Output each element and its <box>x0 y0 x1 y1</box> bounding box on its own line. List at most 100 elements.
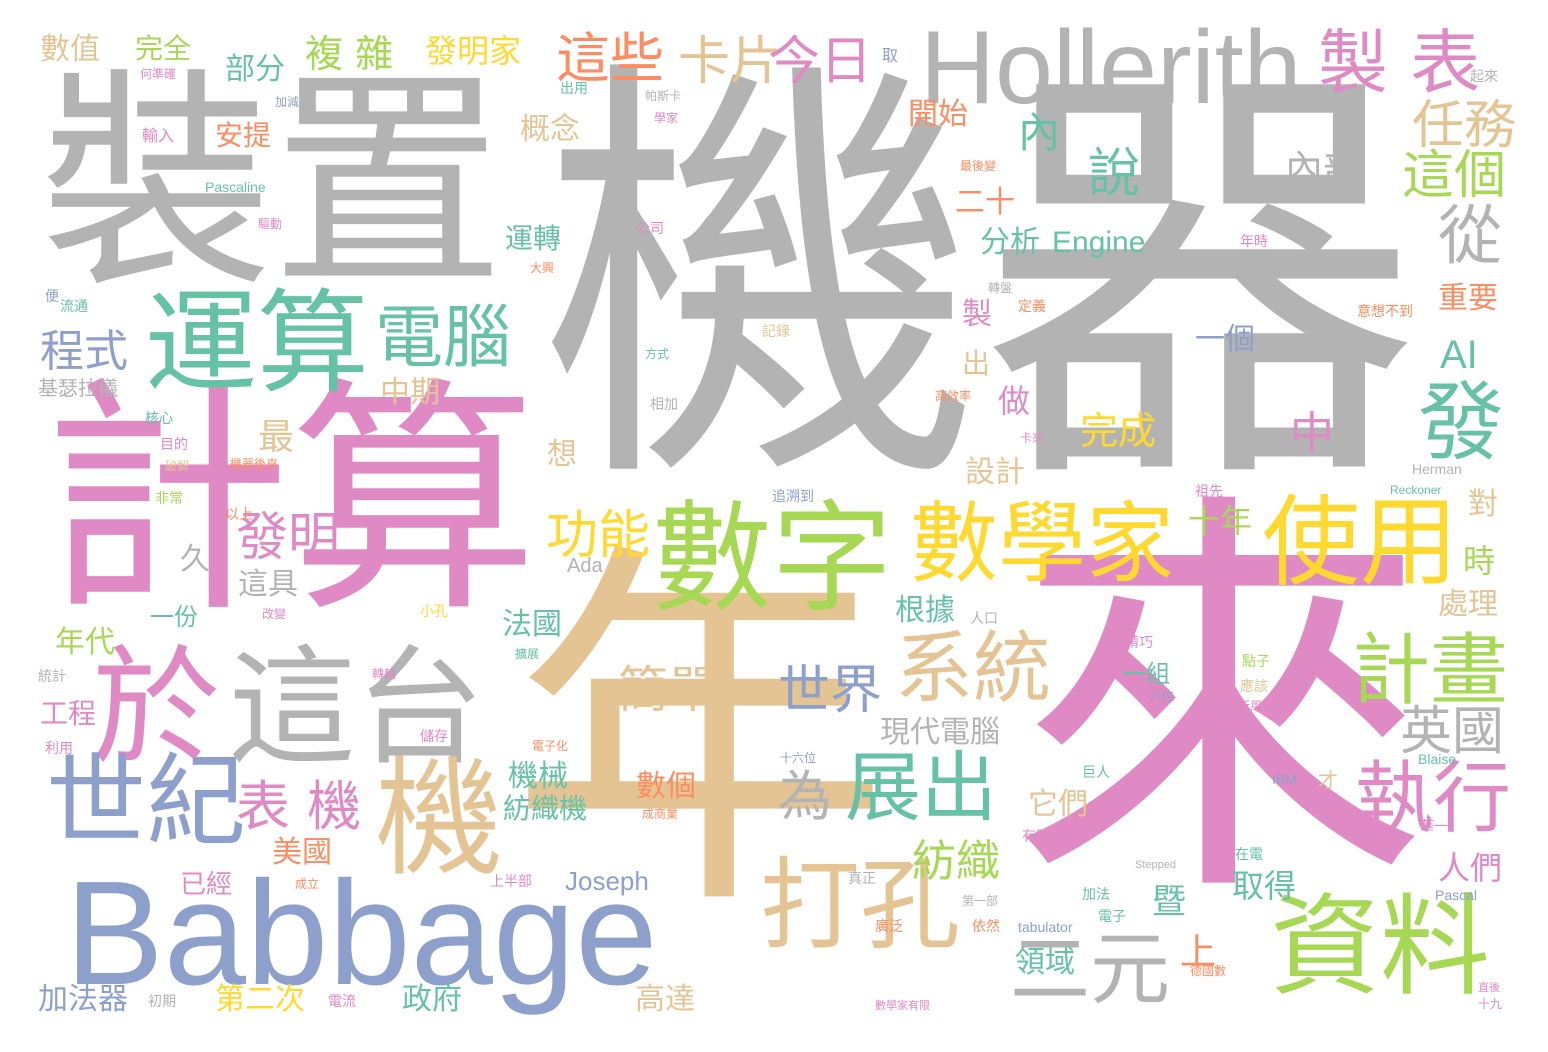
word-shuzi: 數字 <box>652 490 892 629</box>
word-fuza: 複 雜 <box>305 32 394 76</box>
word-joseph: Joseph <box>565 866 649 896</box>
word-yige: 一個 <box>1195 322 1255 357</box>
word-dakong: 打孔 <box>760 847 960 964</box>
word-zhixing: 執行 <box>1355 754 1512 844</box>
word-zhongqi: 中期 <box>380 375 440 410</box>
word-yunzhuan: 運轉 <box>505 222 562 255</box>
word-zhetai: 這台 <box>228 634 485 783</box>
word-ji2: 暨 <box>1152 882 1186 922</box>
word-shuxuejia: 數學家 <box>910 492 1175 595</box>
word-renkou: 人口 <box>970 611 998 627</box>
word-famingjia: 發明家 <box>425 32 522 70</box>
word-zhuangzhi: 裝置 <box>40 49 505 319</box>
word-faming: 發明 <box>236 508 341 568</box>
word-ai: AI <box>1440 333 1478 377</box>
word-dui: 對 <box>1468 487 1498 522</box>
word-zhihou: 直後 <box>1478 981 1500 994</box>
word-yifen: 一份 <box>150 603 198 631</box>
word-jiafaqi: 加法器 <box>38 982 128 1017</box>
word-gongneng: 功能 <box>546 506 651 566</box>
word-shangbanbu: 上半部 <box>490 874 532 890</box>
word-pasika: 帕斯卡 <box>645 89 682 103</box>
word-sheji: 設計 <box>965 455 1025 490</box>
word-xiaokong: 小孔 <box>420 604 448 620</box>
word-chuli: 處理 <box>1438 587 1498 622</box>
word-wanquan: 完全 <box>135 32 192 65</box>
word-chu: 出 <box>962 347 991 380</box>
word-zhibiao: 製 表 <box>1318 22 1481 104</box>
word-xiandaidiannao: 現代電腦 <box>880 715 1000 750</box>
word-jiafa: 加法 <box>1082 887 1110 903</box>
word-ershi: 二十 <box>955 185 1015 220</box>
word-zui: 最 <box>258 417 295 458</box>
word-renmen: 人們 <box>1438 849 1503 887</box>
word-hezhunque: 何準確 <box>140 67 177 81</box>
word-ziliao: 資料 <box>1270 883 1490 1011</box>
word-qudong: 驅動 <box>258 217 283 231</box>
word-gaoda: 高達 <box>635 982 695 1017</box>
word-qilai: 起來 <box>1470 69 1498 85</box>
word-gainian: 概念 <box>520 112 580 147</box>
word-jilu: 記錄 <box>762 324 790 340</box>
word-suoyong: 所用 <box>1238 699 1263 713</box>
word-fangzhi: 紡織 <box>912 836 1000 887</box>
word-shiyong: 使用 <box>1262 486 1459 600</box>
word-meiguo: 美國 <box>272 835 332 870</box>
word-lai: 來 <box>1010 460 1430 949</box>
word-liyong: 利用 <box>45 741 73 757</box>
word-xiang: 想 <box>547 437 577 472</box>
word-kalai: 卡來 <box>1020 431 1045 445</box>
word-dingyi: 定義 <box>1018 299 1046 315</box>
word-yiran: 依然 <box>972 919 1000 935</box>
word-jiajian: 加減 <box>275 95 300 109</box>
word-fa: 發 <box>1418 373 1504 473</box>
word-shuxuejiayouxian: 數學家有限 <box>875 999 930 1012</box>
word-shi: 時 <box>1463 542 1496 580</box>
word-jihua: 計畫 <box>1352 626 1509 716</box>
word-yingguo: 英國 <box>1400 702 1505 762</box>
word-zhi: 製 <box>962 297 992 332</box>
word-wancheng: 完成 <box>1080 409 1157 453</box>
word-zhege: 這個 <box>1402 146 1507 206</box>
word-tabulator: tabulator <box>1018 919 1073 935</box>
word-renwu: 任務 <box>1412 96 1517 156</box>
word-daxing: 大興 <box>530 261 555 275</box>
word-cai: 才 <box>1318 768 1338 792</box>
word-chucun: 儲存 <box>420 729 448 745</box>
word-pascal: Pascal <box>1435 887 1478 903</box>
word-chengshangye: 成商業 <box>642 807 679 821</box>
word-shuru: 輸入 <box>142 126 175 145</box>
word-zaidian: 在電 <box>1235 847 1263 863</box>
word-wei: 為 <box>778 765 832 828</box>
word-youxian: 有限 <box>1022 829 1050 845</box>
word-xitong: 系統 <box>895 624 1052 714</box>
word-yijing: 已經 <box>180 870 233 900</box>
word-zuihoubian: 最後變 <box>960 159 997 173</box>
word-chengshi: 程式 <box>40 326 128 377</box>
word-pojie: 破解 <box>165 459 190 473</box>
word-yixiangbudao: 意想不到 <box>1357 304 1413 320</box>
word-fenxi: 分析 <box>980 225 1040 260</box>
word-liutong: 流通 <box>60 299 88 315</box>
word-shuo: 說 <box>1088 144 1141 204</box>
word-genju: 根據 <box>895 593 955 628</box>
word-jinri: 今日 <box>768 32 873 92</box>
word-nianshi: 年時 <box>1240 234 1268 250</box>
word-kapian: 卡片 <box>678 32 783 92</box>
word-stepped: Stepped <box>1135 859 1176 871</box>
word-gaibian: 改變 <box>262 607 287 621</box>
word-jisuan: 計算 <box>42 358 538 646</box>
word-kaishi: 開始 <box>908 97 968 132</box>
word-zhengfu: 政府 <box>402 982 462 1017</box>
word-xiangjia: 相加 <box>650 397 678 413</box>
word-juren: 巨人 <box>1082 765 1110 781</box>
word-shijiu: 十九 <box>1478 997 1503 1011</box>
word-jiselayi: 基瑟拉儀 <box>38 376 118 400</box>
word-biaoji: 表 機 <box>236 775 362 838</box>
word-zhuanpan: 轉盤 <box>988 281 1013 295</box>
word-mudi: 目的 <box>160 437 188 453</box>
word-neibu: 內部 <box>1285 147 1362 191</box>
word-hollerith: Hollerith <box>920 10 1302 126</box>
word-diannao: 電腦 <box>375 299 512 378</box>
word-ji: 機 <box>375 745 504 894</box>
